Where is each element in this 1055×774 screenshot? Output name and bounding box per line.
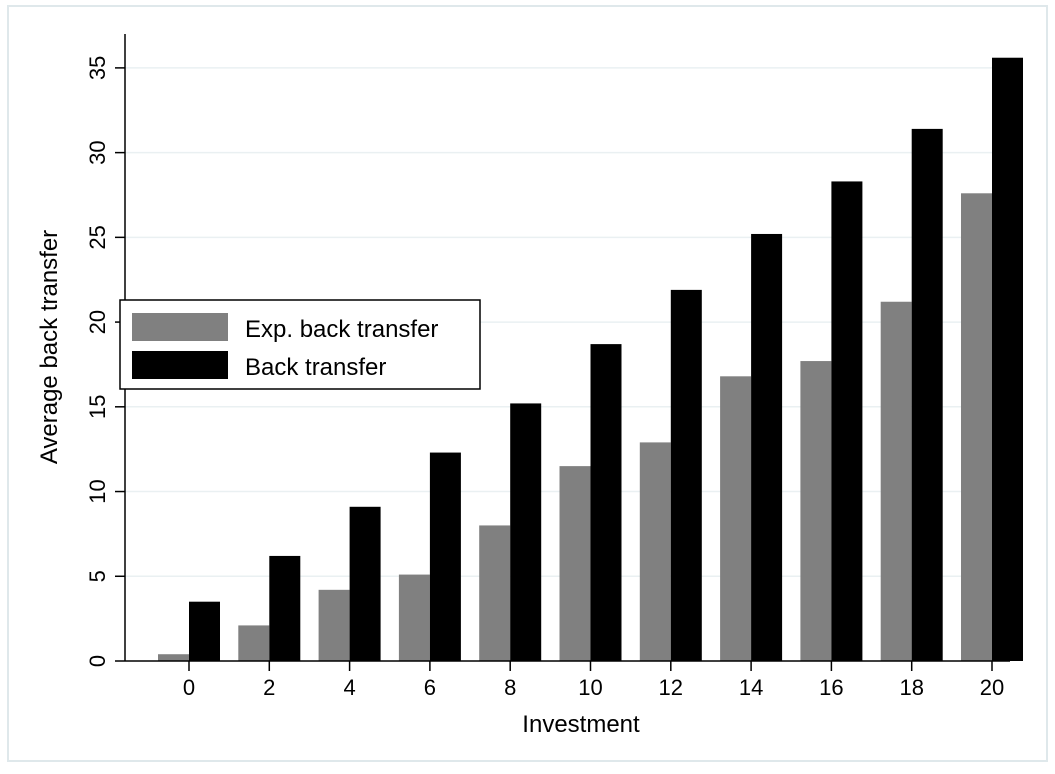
x-tick-label: 8 [504, 675, 516, 700]
y-ticks: 0 5 10 15 20 25 30 35 [85, 56, 125, 667]
bar-exp-back-transfer [158, 654, 189, 661]
bar-back-transfer [429, 452, 461, 661]
y-axis-label: Average back transfer [36, 230, 63, 464]
x-tick-label: 16 [819, 675, 843, 700]
bar-exp-back-transfer [479, 525, 511, 661]
bar-exp-back-transfer [880, 301, 912, 661]
x-tick-label: 18 [899, 675, 923, 700]
y-tick-label: 0 [85, 655, 110, 667]
y-tick-label: 25 [85, 225, 110, 249]
y-tick-label: 20 [85, 310, 110, 334]
y-tick-label: 35 [85, 56, 110, 80]
bar-back-transfer [269, 555, 301, 661]
x-tick-label: 4 [343, 675, 355, 700]
bar-exp-back-transfer [559, 466, 591, 661]
x-tick-label: 14 [739, 675, 763, 700]
legend-label-exp-back-transfer: Exp. back transfer [245, 316, 438, 343]
x-tick-label: 0 [183, 675, 195, 700]
bar-back-transfer [590, 344, 622, 661]
bar-back-transfer [992, 57, 1023, 662]
x-tick-label: 12 [659, 675, 683, 700]
x-tick-label: 6 [424, 675, 436, 700]
bar-exp-back-transfer [961, 193, 992, 662]
bar-back-transfer [510, 403, 542, 661]
y-tick-label: 10 [85, 479, 110, 503]
bar-exp-back-transfer [238, 625, 270, 661]
y-tick-label: 15 [85, 395, 110, 419]
legend-swatch-back-transfer [132, 351, 228, 379]
bar-back-transfer [670, 289, 702, 661]
x-axis-label: Investment [522, 711, 640, 738]
bar-exp-back-transfer [318, 589, 350, 661]
bars [158, 57, 1023, 662]
bar-back-transfer [911, 128, 943, 662]
bar-exp-back-transfer [639, 442, 671, 661]
legend-label-back-transfer: Back transfer [245, 354, 386, 381]
bar-back-transfer [751, 233, 783, 661]
bar-exp-back-transfer [720, 376, 752, 661]
y-tick-label: 30 [85, 140, 110, 164]
x-tick-label: 10 [578, 675, 602, 700]
bar-back-transfer [349, 506, 381, 661]
x-tick-label: 2 [263, 675, 275, 700]
bar-exp-back-transfer [398, 574, 430, 661]
bar-exp-back-transfer [800, 361, 832, 661]
legend: Exp. back transfer Back transfer [119, 299, 481, 390]
x-tick-label: 20 [980, 675, 1004, 700]
x-ticks: 0 2 4 6 8 10 12 14 16 18 20 [183, 661, 1004, 700]
y-tick-label: 5 [85, 570, 110, 582]
bar-back-transfer [189, 601, 220, 661]
legend-swatch-exp-back-transfer [132, 313, 228, 341]
bar-back-transfer [831, 181, 863, 661]
